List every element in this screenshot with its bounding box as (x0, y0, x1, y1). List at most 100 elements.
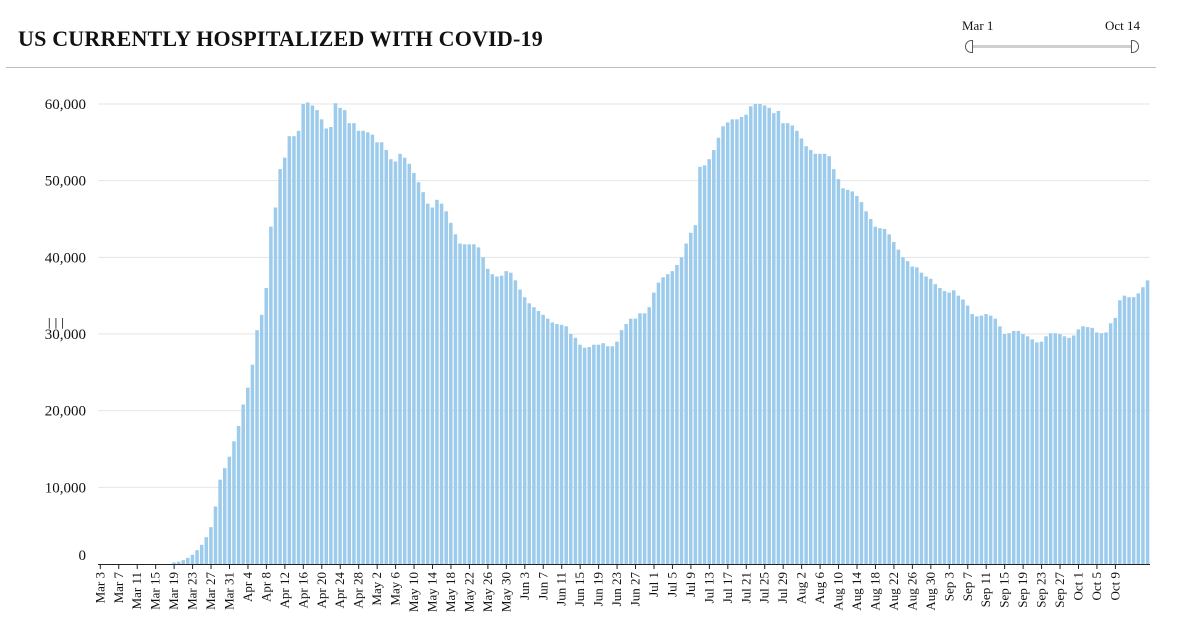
grid-lines (98, 103, 1150, 488)
bar (232, 441, 236, 564)
bar (864, 211, 868, 564)
bar (859, 202, 864, 564)
bar (956, 295, 961, 564)
bar (1039, 341, 1044, 564)
bar (758, 104, 762, 564)
bar (273, 207, 278, 564)
x-tick-label: Jun 15 (572, 572, 587, 606)
x-tick-label: May 22 (461, 572, 476, 612)
bar (532, 307, 536, 564)
bar (522, 297, 527, 564)
bar (661, 277, 665, 564)
range-end-label: Oct 14 (1104, 18, 1140, 33)
bar (430, 207, 435, 564)
column-resize-cursor-icon: ||| (46, 316, 66, 329)
bar (366, 132, 370, 564)
bar (610, 346, 615, 564)
x-tick-label: Apr 8 (258, 572, 273, 602)
x-tick-label: Jun 23 (609, 572, 624, 606)
x-tick-label: Jun 27 (628, 572, 643, 607)
bar (901, 257, 905, 564)
x-tick-label: Aug 14 (849, 572, 864, 611)
bar (910, 266, 914, 564)
bar (246, 387, 250, 564)
bar (536, 311, 541, 564)
bar (633, 318, 638, 564)
x-tick-label: Jul 29 (775, 572, 790, 603)
bar (269, 226, 273, 565)
x-tick-label: Apr 12 (277, 572, 292, 608)
bar (841, 188, 845, 564)
bar (813, 153, 818, 564)
bar (218, 479, 222, 564)
bar (1048, 333, 1053, 564)
bar (721, 126, 725, 565)
bar (730, 119, 735, 564)
bar (656, 282, 661, 564)
bar (993, 318, 998, 564)
range-track[interactable] (970, 45, 1136, 48)
bar (342, 110, 347, 564)
range-handle-start[interactable] (965, 40, 973, 53)
x-tick-label: Aug 10 (831, 572, 846, 611)
bar (250, 364, 255, 564)
x-tick-label: Mar 7 (111, 572, 126, 604)
x-tick-label: May 6 (388, 572, 403, 606)
x-tick-label: May 30 (498, 572, 513, 612)
bar (209, 527, 213, 564)
bar (472, 244, 476, 565)
bar (1085, 327, 1090, 564)
x-tick-label: Mar 19 (166, 572, 181, 610)
bar (1011, 330, 1016, 564)
bar (744, 114, 748, 565)
bar (333, 103, 338, 565)
bar (670, 271, 675, 564)
bar (707, 159, 711, 564)
bar (1007, 333, 1011, 564)
bar (444, 211, 448, 564)
bar (772, 113, 776, 564)
bar (1053, 333, 1058, 564)
bar (716, 137, 721, 564)
bar (481, 257, 485, 564)
bar (416, 182, 421, 564)
bar (767, 107, 771, 564)
bar (762, 105, 767, 564)
x-axis: Mar 3 Mar 7 Mar 11 Mar 15 Mar 19 Mar 23 Mar 27… (92, 564, 1150, 612)
bar (1090, 327, 1094, 564)
bar (1067, 337, 1071, 564)
y-tick-label: 60,000 (45, 97, 86, 113)
bar (845, 189, 850, 564)
bar (412, 173, 416, 564)
bar (629, 318, 633, 564)
bar (296, 130, 301, 564)
x-tick-label: Jul 1 (646, 572, 661, 597)
x-tick-label: Sep 15 (997, 572, 1012, 608)
bar (407, 163, 412, 565)
bar (679, 257, 684, 564)
bar (693, 225, 698, 564)
bar (615, 341, 619, 564)
bar (647, 307, 651, 564)
bar (379, 142, 384, 564)
bar (1030, 339, 1034, 564)
x-tick-label: Jul 13 (701, 572, 716, 603)
bar (227, 456, 232, 564)
bar (467, 244, 472, 565)
chart-title: US CURRENTLY HOSPITALIZED WITH COVID-19 (18, 26, 543, 51)
bar (712, 150, 716, 564)
x-tick-label: Jun 11 (554, 572, 569, 606)
x-tick-label: Oct 1 (1070, 572, 1085, 601)
bar (278, 169, 282, 565)
bar (199, 544, 204, 564)
range-handle-end[interactable] (1131, 40, 1139, 53)
bar (375, 142, 379, 564)
bar (887, 234, 891, 564)
bar (421, 192, 425, 565)
bar (222, 468, 227, 564)
date-range-slider[interactable]: Mar 1 Oct 14 (958, 14, 1148, 58)
bar (236, 426, 241, 564)
x-tick-label: May 2 (369, 572, 384, 606)
bar (282, 157, 287, 565)
x-tick-label: Mar 3 (92, 572, 107, 603)
